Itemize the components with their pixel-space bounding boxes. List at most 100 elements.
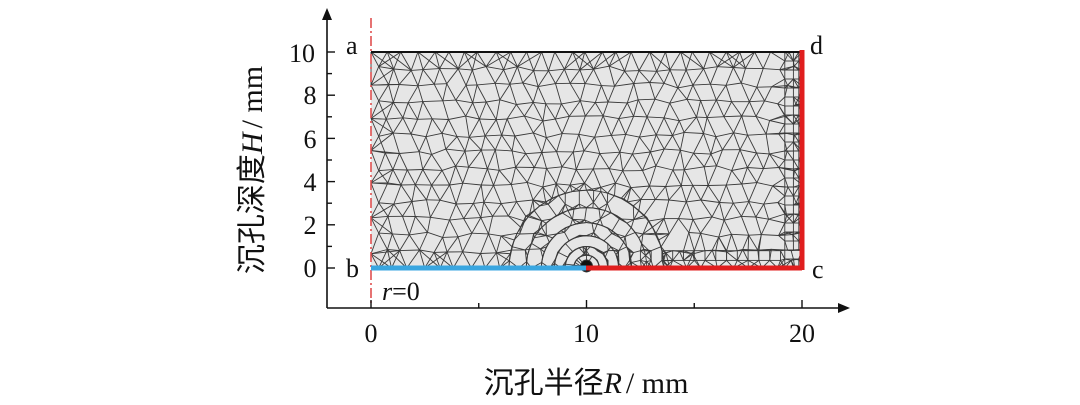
mesh-edge [748,201,764,205]
mesh-edge [579,51,603,71]
mesh-edge [485,51,511,67]
mesh-edge [635,232,644,235]
mesh-edge [710,136,717,155]
mesh-edge [439,68,448,84]
mesh-edge [638,70,657,72]
mesh-edge [640,248,645,252]
mesh-edge [393,203,403,217]
mesh-edge [457,51,478,70]
mesh-edge [561,100,581,105]
mesh-edge [740,68,746,84]
mesh-edge [573,150,585,153]
mesh-edge [471,69,478,86]
mesh-edge [710,149,723,155]
mesh-edge [707,116,724,119]
mesh-edge [478,118,486,137]
mesh-edge [633,99,639,117]
mesh-edge [638,70,651,83]
mesh-edge [793,186,800,197]
mesh-edge [567,203,580,211]
mesh-edge [672,120,680,136]
mesh-edge [465,102,474,117]
mesh-edge [784,186,789,197]
mesh-edge [755,203,765,218]
mesh-edge [599,153,610,169]
mesh-edge [655,218,665,234]
mesh-edge [514,135,527,154]
mesh-edge [716,149,723,166]
mesh-edge [630,219,635,228]
mesh-edge [410,133,427,138]
mesh-edge [499,166,516,171]
mesh-edge [564,243,573,252]
mesh-edge [624,70,635,84]
mesh-edge [370,182,380,203]
mesh-edge [545,195,559,203]
mesh-edge [593,247,598,252]
mesh-edge [639,134,657,138]
mesh-edge [748,86,758,102]
mesh-edge [620,187,632,199]
mesh-edge [370,150,380,171]
mesh-edge [633,210,640,220]
mesh-edge [471,217,482,234]
mesh-edge [433,252,454,269]
mesh-edge [725,67,734,86]
mesh-edge [651,246,662,252]
mesh-edge [392,169,402,186]
mesh-edge [370,232,380,254]
mesh-edge [455,203,465,219]
mesh-edge [593,202,600,210]
mesh-edge [756,152,764,169]
mesh-edge [584,168,594,184]
mesh-edge [756,182,773,187]
mesh-edge [408,234,420,251]
mesh-edge [768,213,785,220]
mesh-edge [561,116,570,134]
mesh-edge [457,236,464,252]
mesh-edge [700,232,719,238]
mesh-edge [642,220,649,235]
mesh-edge [672,169,682,186]
mesh-edge [683,232,690,251]
mesh-edge [501,232,518,237]
mesh-edge [399,250,408,269]
mesh-edge [419,232,428,251]
mesh-edge [763,203,770,220]
mesh-edge [525,152,542,155]
mesh-edge [709,84,717,101]
mesh-edge [593,232,601,239]
mesh-edge [626,187,632,203]
mesh-edge [591,255,598,261]
mesh-edge [584,207,587,221]
mesh-edge [703,51,710,69]
mesh-edge [541,222,547,228]
mesh-edge [572,218,585,221]
mesh-edge [514,132,534,137]
mesh-edge [528,210,535,216]
mesh-edge [658,233,670,241]
mesh-edge [600,186,608,194]
mesh-edge [510,167,517,185]
mesh-edge [594,85,602,103]
mesh-edge [643,249,646,256]
mesh-edge [386,233,393,250]
mesh-edge [449,203,457,221]
mesh-edge [494,149,500,171]
mesh-edge [771,248,785,251]
mesh-edge [455,85,467,101]
mesh-edge [370,217,393,235]
mesh-edge [442,99,456,102]
mesh-edge [370,100,380,119]
mesh-edge [572,219,577,225]
mesh-edge [463,218,473,234]
mesh-edge [542,168,547,188]
mesh-edge [511,246,526,251]
mesh-edge [602,253,606,258]
y-tick-label: 2 [304,211,317,240]
mesh-edge [425,118,433,137]
mesh-edge [615,250,620,255]
mesh-edge [452,251,463,269]
mesh-edge [399,84,419,87]
mesh-edge [485,134,502,137]
